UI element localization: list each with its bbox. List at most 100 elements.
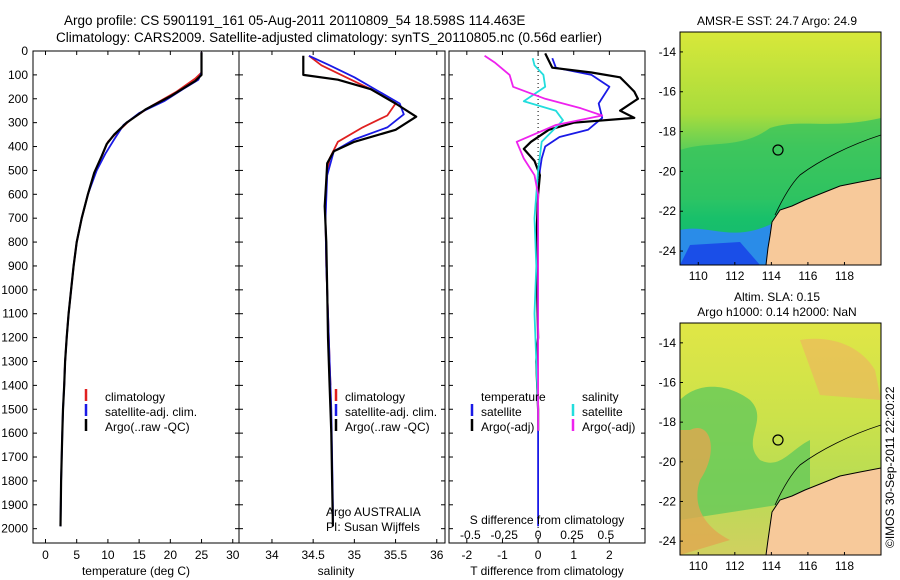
sal-legend-climatology: climatology [345,390,405,404]
argo-position-marker-bottom [772,434,784,446]
map-xtick-label: 114 [762,559,781,573]
map-top-title: AMSR-E SST: 24.7 Argo: 24.9 [697,14,857,28]
map-xtick-label: 118 [835,269,854,283]
depth-tick-label: 600 [8,187,28,201]
temp-xtick-label: 30 [226,548,240,562]
map-xtick-label: 112 [725,559,744,573]
depth-tick-label: 1300 [1,354,28,368]
diff-s-tick-label: -0.5 [460,528,481,542]
diff-legend-t-satellite: satellite [481,405,522,419]
temp-series-line [59,52,203,527]
map-ytick-label: -20 [659,455,677,469]
map-ytick-label: -22 [659,204,677,218]
sal-series-line [308,55,397,386]
profile-panels: 0100200300400500600700800900100011001200… [1,44,646,562]
temp-xlabel: temperature (deg C) [82,564,190,578]
map-ytick-label: -24 [659,534,677,548]
diff-xtick-label: -2 [461,548,472,562]
diff-legend-s-satellite: satellite [582,405,623,419]
diff-axes-box [448,50,646,544]
depth-tick-label: 1200 [1,331,28,345]
sal-xtick-label: 35.5 [384,548,408,562]
depth-tick-label: 900 [8,259,28,273]
coast-top [765,177,881,265]
diff-xtick-label: 1 [570,548,577,562]
title-line-1: Argo profile: CS 5901191_161 05-Aug-2011… [64,13,526,28]
map-xtick-label: 114 [762,269,781,283]
depth-tick-label: 1000 [1,283,28,297]
depth-tick-label: 300 [8,116,28,130]
argo-pi: PI: Susan Wijffels [326,520,420,534]
sal-axes-box [238,50,446,544]
map-xtick-label: 110 [689,269,708,283]
depth-tick-label: 1400 [1,378,28,392]
depth-tick-label: 1700 [1,450,28,464]
depth-tick-label: 500 [8,163,28,177]
map-ytick-label: -14 [659,45,677,59]
map-xtick-label: 116 [798,269,817,283]
temp-axes-box [32,50,240,544]
argo-position-marker-top [772,144,784,156]
map-ytick-label: -18 [659,125,677,139]
map-xtick-label: 116 [798,559,817,573]
diff-series-line [522,57,564,431]
diff-legend-s-argo: Argo(-adj) [582,420,635,434]
sla-map [680,323,881,555]
temp-xtick-label: 5 [73,548,80,562]
map-xtick-label: 112 [725,269,744,283]
sal-legend-argo: Argo(..raw -QC) [345,420,430,434]
map-bottom-title-2: Argo h1000: 0.14 h2000: NaN [697,305,856,319]
title-line-2: Climatology: CARS2009. Satellite-adjuste… [56,30,603,45]
sal-xtick-label: 34 [265,548,279,562]
map-bottom-title-1: Altim. SLA: 0.15 [734,290,820,304]
sal-legend-satellite: satellite-adj. clim. [345,405,437,419]
sal-series-line [302,55,418,527]
diff-series-line [537,57,611,527]
map-ytick-label: -16 [659,85,677,99]
imos-credit: ©IMOS 30-Sep-2011 22:20:22 [883,386,897,548]
depth-tick-label: 800 [8,235,28,249]
depth-tick-label: 400 [8,140,28,154]
diff-s-tick-label: 0 [535,528,542,542]
temp-xtick-label: 10 [101,548,115,562]
diff-xtick-label: 2 [606,548,613,562]
sal-series-line [308,54,405,527]
temp-series-line [59,52,203,527]
sal-xtick-label: 36 [430,548,444,562]
diff-s-tick-label: 0.5 [597,528,614,542]
depth-tick-label: 1900 [1,498,28,512]
map-ticks: 110 112 114 116 118 -14 -16 -18 -20 -22 -24 110 112 1… [659,45,855,573]
map-ytick-label: -22 [659,494,677,508]
diff-legend-t-argo: Argo(-adj) [481,420,534,434]
map-xtick-label: 118 [835,559,854,573]
temp-xtick-label: 20 [164,548,178,562]
map-ytick-label: -18 [659,415,677,429]
diff-xlabel: T difference from climatology [470,564,624,578]
sst-map [680,32,881,265]
map-ytick-label: -24 [659,244,677,258]
sal-xtick-label: 34.5 [301,548,325,562]
temp-series-line [63,52,203,386]
temp-xtick-label: 0 [42,548,49,562]
depth-tick-label: 1800 [1,474,28,488]
diff-series-line [522,52,640,431]
map-ytick-label: -20 [659,164,677,178]
depth-tick-label: 1500 [1,402,28,416]
diff-legend-salinity-title: salinity [582,390,619,404]
temp-legend-satellite: satellite-adj. clim. [105,405,197,419]
map-ytick-label: -14 [659,336,677,350]
depth-tick-label: 2000 [1,522,28,536]
argo-owner: Argo AUSTRALIA [326,505,421,519]
diff-xlabel-salinity: S difference from climatology [470,513,625,527]
depth-tick-label: 100 [8,68,28,82]
depth-tick-label: 1600 [1,426,28,440]
sal-xtick-label: 35 [348,548,362,562]
map-xtick-label: 110 [689,559,708,573]
diff-s-tick-label: -0.25 [491,528,519,542]
diff-xtick-label: -1 [497,548,508,562]
temp-legend-argo: Argo(..raw -QC) [105,420,190,434]
diff-legend-temperature-title: temperature [481,390,546,404]
map-ytick-label: -16 [659,375,677,389]
depth-tick-label: 1100 [2,307,28,321]
